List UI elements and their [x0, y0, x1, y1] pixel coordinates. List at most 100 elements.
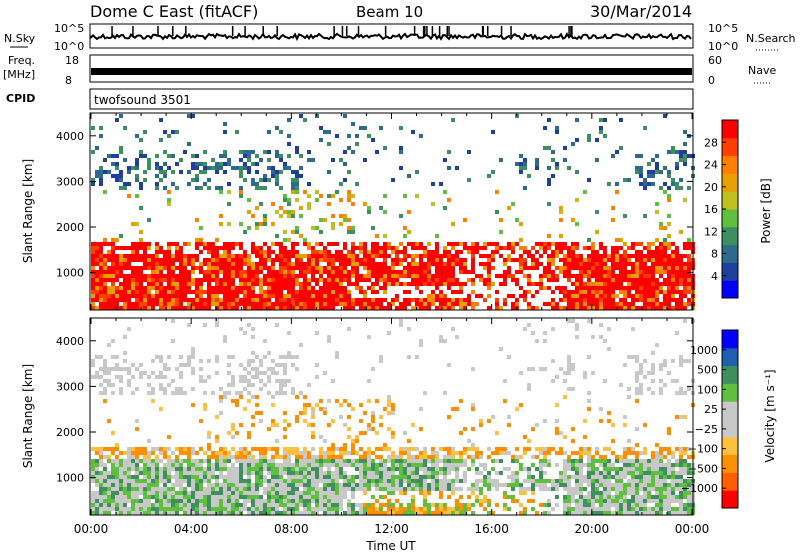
heatmap-cell: [355, 262, 359, 266]
heatmap-cell: [251, 294, 255, 298]
heatmap-cell: [223, 170, 227, 174]
heatmap-cell: [507, 467, 511, 471]
heatmap-cell: [211, 290, 215, 294]
heatmap-cell: [639, 170, 643, 174]
heatmap-cell: [159, 503, 163, 507]
heatmap-cell: [307, 278, 311, 282]
heatmap-cell: [263, 218, 267, 222]
heatmap-cell: [447, 302, 451, 306]
heatmap-cell: [379, 507, 383, 511]
heatmap-cell: [579, 266, 583, 270]
heatmap-cell: [303, 467, 307, 471]
heatmap-cell: [463, 258, 467, 262]
heatmap-cell: [215, 246, 219, 250]
heatmap-cell: [491, 254, 495, 258]
heatmap-cell: [611, 511, 615, 515]
heatmap-cell: [511, 202, 515, 206]
heatmap-cell: [611, 206, 615, 210]
heatmap-cell: [331, 443, 335, 447]
heatmap-cell: [387, 395, 391, 399]
heatmap-cell: [119, 266, 123, 270]
heatmap-cell: [123, 359, 127, 363]
heatmap-cell: [167, 447, 171, 451]
heatmap-cell: [211, 278, 215, 282]
heatmap-cell: [575, 286, 579, 290]
heatmap-cell: [283, 238, 287, 242]
heatmap-cell: [331, 499, 335, 503]
heatmap-cell: [279, 355, 283, 359]
heatmap-cell: [311, 459, 315, 463]
heatmap-cell: [163, 170, 167, 174]
heatmap-cell: [371, 367, 375, 371]
heatmap-cell: [563, 459, 567, 463]
heatmap-cell: [403, 254, 407, 258]
heatmap-cell: [447, 479, 451, 483]
heatmap-cell: [399, 242, 403, 246]
heatmap-cell: [239, 395, 243, 399]
heatmap-cell: [627, 487, 631, 491]
heatmap-cell: [223, 246, 227, 250]
heatmap-cell: [295, 503, 299, 507]
heatmap-cell: [355, 503, 359, 507]
heatmap-cell: [187, 142, 191, 146]
heatmap-cell: [499, 158, 503, 162]
heatmap-cell: [239, 423, 243, 427]
heatmap-cell: [247, 363, 251, 367]
heatmap-cell: [607, 499, 611, 503]
heatmap-cell: [147, 286, 151, 290]
heatmap-cell: [519, 491, 523, 495]
heatmap-cell: [91, 475, 95, 479]
heatmap-cell: [219, 214, 223, 218]
heatmap-cell: [559, 290, 563, 294]
heatmap-cell: [647, 254, 651, 258]
heatmap-cell: [271, 455, 275, 459]
heatmap-cell: [231, 487, 235, 491]
heatmap-cell: [459, 451, 463, 455]
heatmap-cell: [223, 451, 227, 455]
heatmap-cell: [355, 142, 359, 146]
heatmap-cell: [255, 511, 259, 515]
heatmap-cell: [147, 302, 151, 306]
heatmap-cell: [267, 379, 271, 383]
heatmap-cell: [363, 431, 367, 435]
heatmap-cell: [647, 274, 651, 278]
heatmap-cell: [463, 262, 467, 266]
heatmap-cell: [471, 407, 475, 411]
heatmap-cell: [567, 363, 571, 367]
heatmap-cell: [451, 118, 455, 122]
title-station: Dome C East (fitACF): [90, 2, 258, 21]
heatmap-cell: [427, 471, 431, 475]
heatmap-cell: [127, 194, 131, 198]
heatmap-cell: [595, 475, 599, 479]
heatmap-cell: [383, 146, 387, 150]
heatmap-cell: [631, 306, 635, 310]
heatmap-cell: [175, 306, 179, 310]
heatmap-cell: [359, 447, 363, 451]
heatmap-cell: [359, 483, 363, 487]
heatmap-cell: [475, 274, 479, 278]
heatmap-cell: [683, 274, 687, 278]
heatmap-cell: [659, 282, 663, 286]
heatmap-cell: [207, 274, 211, 278]
heatmap-cell: [247, 274, 251, 278]
heatmap-cell: [399, 274, 403, 278]
heatmap-cell: [103, 447, 107, 451]
heatmap-cell: [323, 471, 327, 475]
heatmap-cell: [171, 491, 175, 495]
heatmap-cell: [275, 278, 279, 282]
heatmap-cell: [619, 306, 623, 310]
heatmap-cell: [351, 503, 355, 507]
heatmap-cell: [359, 419, 363, 423]
heatmap-cell: [323, 455, 327, 459]
heatmap-cell: [627, 467, 631, 471]
heatmap-cell: [443, 206, 447, 210]
heatmap-cell: [159, 459, 163, 463]
heatmap-cell: [623, 298, 627, 302]
heatmap-cell: [303, 503, 307, 507]
heatmap-cell: [251, 487, 255, 491]
heatmap-cell: [195, 290, 199, 294]
heatmap-cell: [271, 242, 275, 246]
heatmap-cell: [195, 471, 199, 475]
heatmap-cell: [415, 455, 419, 459]
heatmap-cell: [275, 499, 279, 503]
